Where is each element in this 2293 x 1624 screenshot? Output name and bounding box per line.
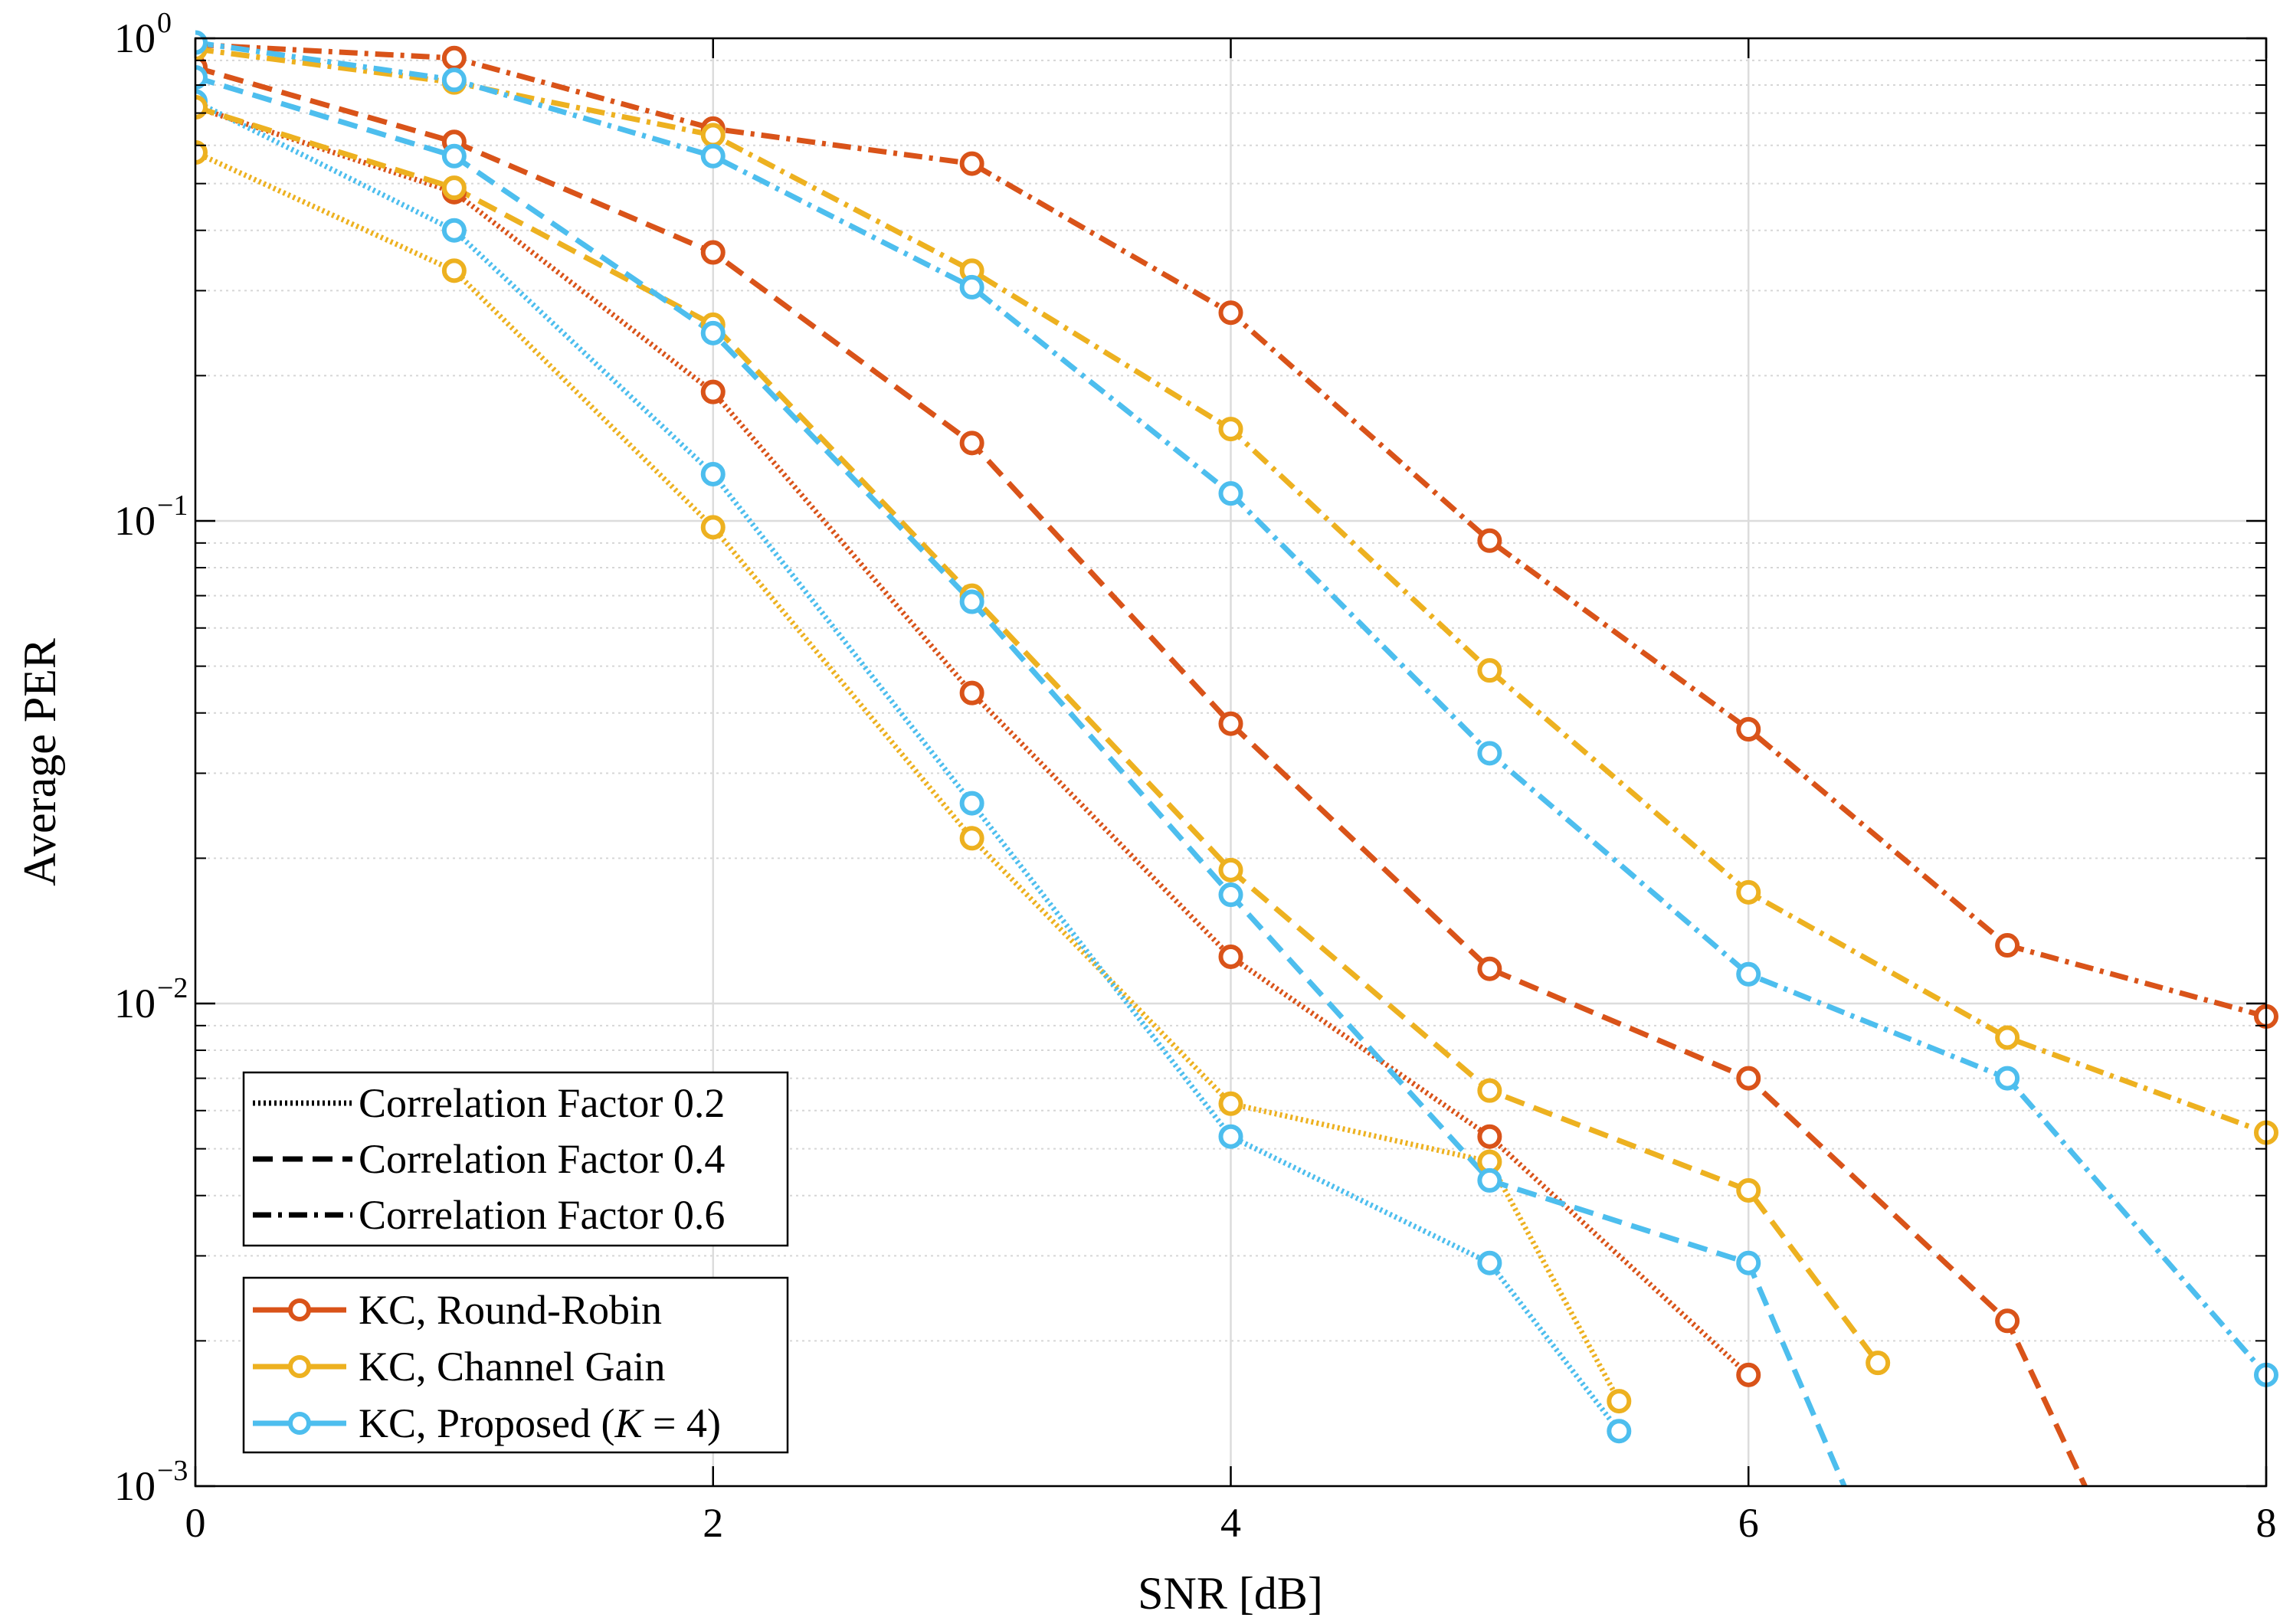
legend-scheme-label-2: KC, Proposed (K = 4) (359, 1400, 721, 1446)
data-point (1477, 956, 1502, 981)
legend-scheme-marker-0 (288, 1298, 311, 1321)
x-axis-label: SNR [dB] (1138, 1568, 1323, 1619)
series-line (195, 104, 1881, 1365)
series-line (195, 74, 1847, 1486)
x-tick-label: 6 (1738, 1500, 1759, 1546)
data-point (1736, 1177, 1761, 1203)
data-point (1218, 882, 1243, 908)
data-point (1995, 1066, 2020, 1091)
data-point (700, 461, 726, 486)
data-point (959, 791, 984, 816)
data-point (700, 515, 726, 540)
data-point (1995, 933, 2020, 958)
data-point (959, 274, 984, 300)
legend-schemes: KC, Round-Robin KC, Channel Gain KC, Pro… (242, 1276, 789, 1454)
x-tick-label: 8 (2256, 1500, 2277, 1546)
data-point (1218, 857, 1243, 882)
legend-line-styles: Correlation Factor 0.2 Correlation Facto… (242, 1071, 789, 1247)
data-point (1736, 1362, 1761, 1387)
axis-ticks (194, 37, 2268, 1488)
legend-scheme-label-1: KC, Channel Gain (359, 1344, 665, 1390)
y-tick-label: 10 (114, 1463, 156, 1509)
data-point (195, 94, 208, 120)
data-point (700, 123, 726, 148)
y-tick-exponent: −3 (157, 1455, 188, 1487)
data-point (441, 258, 467, 283)
y-tick-exponent: −2 (157, 972, 188, 1004)
y-tick-label: 10 (114, 15, 156, 61)
legend-scheme-label-0: KC, Round-Robin (359, 1287, 662, 1333)
y-axis-label: Average PER (15, 638, 65, 886)
x-tick-label: 0 (185, 1500, 206, 1546)
y-tick-exponent: 0 (157, 7, 172, 39)
data-point (1477, 1167, 1502, 1193)
legend-style-label-2: Correlation Factor 0.6 (359, 1192, 725, 1238)
data-point (1736, 1066, 1761, 1091)
legend-scheme-label-2-suffix: = 4) (643, 1400, 721, 1446)
data-point (1995, 1025, 2020, 1050)
data-point (441, 67, 467, 93)
data-point (1218, 944, 1243, 969)
data-point (700, 240, 726, 265)
data-point (959, 826, 984, 851)
data-point (1218, 481, 1243, 506)
y-tick-base: 10 (114, 498, 156, 544)
x-tick-label: 2 (703, 1500, 723, 1546)
y-tick-base: 10 (114, 981, 156, 1026)
series-layer (195, 30, 2278, 1486)
legend-scheme-label-2-prefix: KC, Proposed ( (359, 1400, 615, 1446)
y-tick-label: 10 (114, 981, 156, 1026)
data-point (700, 143, 726, 169)
legend-scheme-marker-2 (288, 1412, 311, 1435)
data-point (1736, 717, 1761, 742)
data-point (1866, 1351, 1891, 1376)
data-point (1218, 711, 1243, 736)
legend-scheme-marker-1 (288, 1355, 311, 1378)
x-tick-labels: 0 2 4 6 8 (185, 1500, 2277, 1546)
data-point (959, 589, 984, 614)
legend-style-label-0: Correlation Factor 0.2 (359, 1080, 725, 1126)
data-point (1477, 528, 1502, 553)
data-point (1995, 1308, 2020, 1334)
data-point (1477, 1078, 1502, 1103)
data-point (1607, 1419, 1632, 1444)
data-point (1218, 1124, 1243, 1149)
data-point (1218, 1091, 1243, 1116)
y-tick-exponent: −1 (157, 489, 188, 522)
data-point (1736, 1250, 1761, 1275)
data-point (441, 218, 467, 243)
data-point (1477, 658, 1502, 683)
data-point (1736, 879, 1761, 905)
data-point (700, 320, 726, 345)
y-tick-base: 10 (114, 15, 156, 61)
y-tick-label: 10 (114, 498, 156, 544)
data-point (1218, 417, 1243, 442)
data-point (441, 175, 467, 201)
series-line (195, 64, 2088, 1486)
data-point (959, 431, 984, 456)
data-point (1477, 1250, 1502, 1275)
legend-style-label-1: Correlation Factor 0.4 (359, 1136, 725, 1182)
x-tick-label: 4 (1220, 1500, 1241, 1546)
minor-grid (195, 59, 2266, 1342)
data-point (1607, 1389, 1632, 1414)
data-point (195, 140, 208, 165)
data-point (441, 143, 467, 169)
y-tick-base: 10 (114, 1463, 156, 1509)
data-point (959, 680, 984, 706)
data-point (1218, 300, 1243, 326)
data-point (441, 45, 467, 70)
data-point (195, 64, 208, 90)
data-point (1736, 961, 1761, 987)
legend-scheme-label-2-var: K (614, 1400, 645, 1446)
data-point (1477, 741, 1502, 766)
data-point (700, 379, 726, 404)
data-point (959, 151, 984, 176)
data-point (1477, 1124, 1502, 1149)
